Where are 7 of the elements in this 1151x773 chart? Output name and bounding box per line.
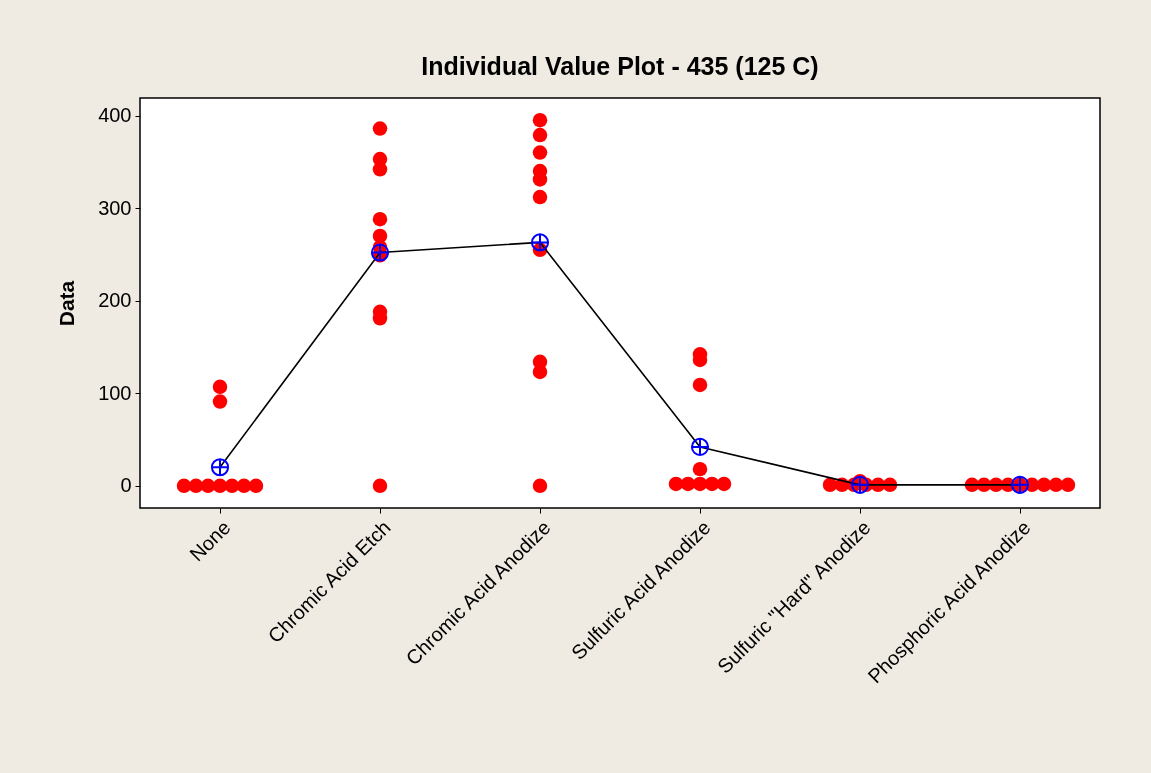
y-axis-title: Data (55, 280, 79, 327)
y-tick-label: 0 (120, 474, 132, 497)
y-tick-label: 400 (98, 104, 132, 127)
y-tick-label: 200 (98, 289, 132, 312)
chart-title: Individual Value Plot - 435 (125 C) (421, 52, 819, 80)
y-tick-label: 100 (98, 381, 132, 404)
y-tick-label: 300 (98, 196, 132, 219)
